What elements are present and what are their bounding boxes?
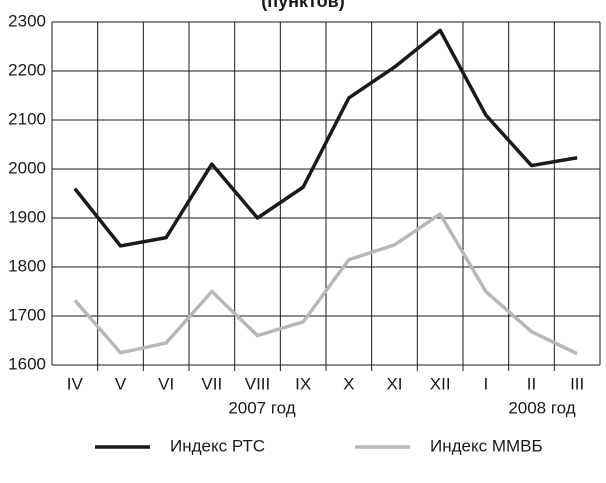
x-tick-label: VIII xyxy=(245,374,271,393)
x-tick-label: IV xyxy=(67,374,84,393)
chart-title: (пунктов) xyxy=(261,0,344,11)
x-tick-label: X xyxy=(343,374,354,393)
y-tick-label: 2000 xyxy=(8,158,46,177)
legend-label: Индекс РТС xyxy=(170,436,265,455)
series-line xyxy=(73,28,578,248)
y-tick-label: 2300 xyxy=(8,11,46,30)
y-tick-label: 1700 xyxy=(8,305,46,324)
x-tick-label: XI xyxy=(386,374,402,393)
year-label: 2008 год xyxy=(508,398,575,417)
series-line xyxy=(73,212,578,356)
x-tick-label: I xyxy=(483,374,488,393)
x-tick-label: XII xyxy=(430,374,451,393)
y-tick-label: 2200 xyxy=(8,60,46,79)
x-tick-label: VI xyxy=(158,374,174,393)
x-tick-label: II xyxy=(527,374,536,393)
y-tick-label: 1800 xyxy=(8,256,46,275)
y-tick-label: 2100 xyxy=(8,109,46,128)
x-tick-label: V xyxy=(115,374,127,393)
year-label: 2007 год xyxy=(228,398,295,417)
y-tick-label: 1600 xyxy=(8,354,46,373)
legend-label: Индекс ММВБ xyxy=(430,436,543,455)
x-tick-label: IX xyxy=(295,374,311,393)
x-tick-label: VII xyxy=(201,374,222,393)
x-tick-label: III xyxy=(570,374,584,393)
y-tick-label: 1900 xyxy=(8,207,46,226)
